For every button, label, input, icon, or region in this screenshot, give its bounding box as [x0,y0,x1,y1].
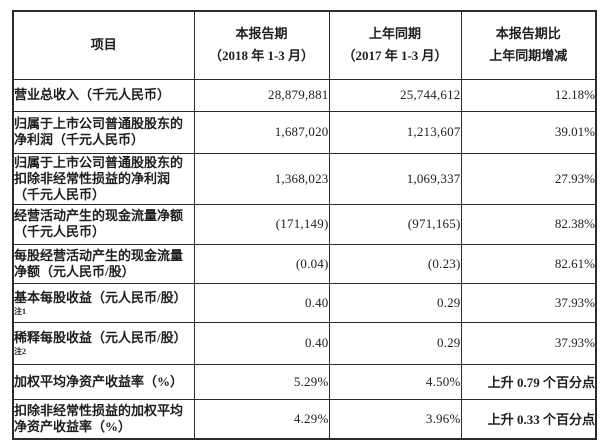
row-change-value: 37.93% [460,321,597,365]
table-header-row: 项目 本报告期 （2018 年 1-3 月） 上年同期 （2017 年 1-3 … [12,10,597,80]
header-prior-period: 上年同期 （2017 年 1-3 月） [328,10,462,80]
row-current-value: 28,879,881 [193,78,330,112]
footnote-marker-2: 注2 [14,347,26,356]
row-item-label: 经营活动产生的现金流量净额（千元人民币） [12,203,195,245]
row-current-value: (0.04) [193,243,330,284]
row-item-label: 稀释每股收益（元人民币/股） 注2 [12,321,195,365]
row-item-label: 营业总收入（千元人民币） [12,78,195,112]
row-prior-value: 0.29 [328,282,462,323]
row-change-value: 37.93% [460,282,597,323]
table-row: 扣除非经常性损益的加权平均净资产收益率（%） 4.29% 3.96% 上升 0.… [12,398,597,440]
row-item-label: 归属于上市公司普通股股东的扣除非经常性损益的净利润（千元人民币） [12,152,195,205]
row-prior-value: 1,069,337 [328,152,462,205]
footnote-marker-1: 注1 [14,306,26,316]
row-current-value: 1,687,020 [193,110,330,154]
row-prior-value: 4.50% [328,363,462,400]
row-prior-value: (0.23) [328,243,462,284]
row-change-value: 39.01% [460,110,597,154]
row-prior-value: 1,213,607 [328,110,462,154]
item-text: 基本每股收益（元人民币/股） [14,289,187,305]
row-change-value: 27.93% [460,152,597,205]
row-current-value: 1,368,023 [193,152,330,205]
item-text: 归属于上市公司普通股股东的扣除非经常性损益的净利润（千元人民币） [14,154,184,202]
financial-summary-table: 项目 本报告期 （2018 年 1-3 月） 上年同期 （2017 年 1-3 … [12,10,597,440]
item-text: 稀释每股收益（元人民币/股） [14,330,187,345]
row-prior-value: (971,165) [328,203,462,245]
row-change-value: 12.18% [460,78,597,112]
item-text: 加权平均净资产收益率（%） [14,373,184,389]
row-change-value: 上升 0.33 个百分点 [460,398,597,440]
row-prior-value: 3.96% [328,398,462,440]
table-row: 经营活动产生的现金流量净额（千元人民币） (171,149) (971,165)… [12,203,597,245]
row-change-value: 82.38% [460,203,597,245]
header-item: 项目 [12,10,195,80]
row-current-value: 0.40 [193,282,330,323]
row-item-label: 基本每股收益（元人民币/股） 注1 [12,282,195,323]
header-current-period: 本报告期 （2018 年 1-3 月） [193,10,330,80]
item-text: 归属于上市公司普通股股东的净利润（千元人民币） [14,116,184,147]
item-text: 营业总收入（千元人民币） [14,87,171,102]
row-change-value: 上升 0.79 个百分点 [460,363,597,400]
item-text: 经营活动产生的现金流量净额（千元人民币） [14,208,184,239]
row-current-value: 4.29% [193,398,330,440]
row-current-value: (171,149) [193,203,330,245]
item-text: 扣除非经常性损益的加权平均净资产收益率（%） [14,402,184,434]
table-row: 加权平均净资产收益率（%） 5.29% 4.50% 上升 0.79 个百分点 [12,363,597,400]
row-item-label: 归属于上市公司普通股股东的净利润（千元人民币） [12,110,195,154]
row-current-value: 0.40 [193,321,330,365]
table-row: 归属于上市公司普通股股东的扣除非经常性损益的净利润（千元人民币） 1,368,0… [12,152,597,205]
row-prior-value: 25,744,612 [328,78,462,112]
row-item-label: 每股经营活动产生的现金流量净额（元人民币/股） [12,243,195,284]
row-item-label: 扣除非经常性损益的加权平均净资产收益率（%） [12,398,195,440]
table-row: 稀释每股收益（元人民币/股） 注2 0.40 0.29 37.93% [12,321,597,365]
row-prior-value: 0.29 [328,321,462,365]
table-row: 基本每股收益（元人民币/股） 注1 0.40 0.29 37.93% [12,282,597,323]
table-row: 归属于上市公司普通股股东的净利润（千元人民币） 1,687,020 1,213,… [12,110,597,154]
header-change: 本报告期比 上年同期增减 [460,10,597,80]
row-current-value: 5.29% [193,363,330,400]
table-row: 营业总收入（千元人民币） 28,879,881 25,744,612 12.18… [12,78,597,112]
row-change-value: 82.61% [460,243,597,284]
table-row: 每股经营活动产生的现金流量净额（元人民币/股） (0.04) (0.23) 82… [12,243,597,284]
row-item-label: 加权平均净资产收益率（%） [12,363,195,400]
item-text: 每股经营活动产生的现金流量净额（元人民币/股） [14,247,184,279]
